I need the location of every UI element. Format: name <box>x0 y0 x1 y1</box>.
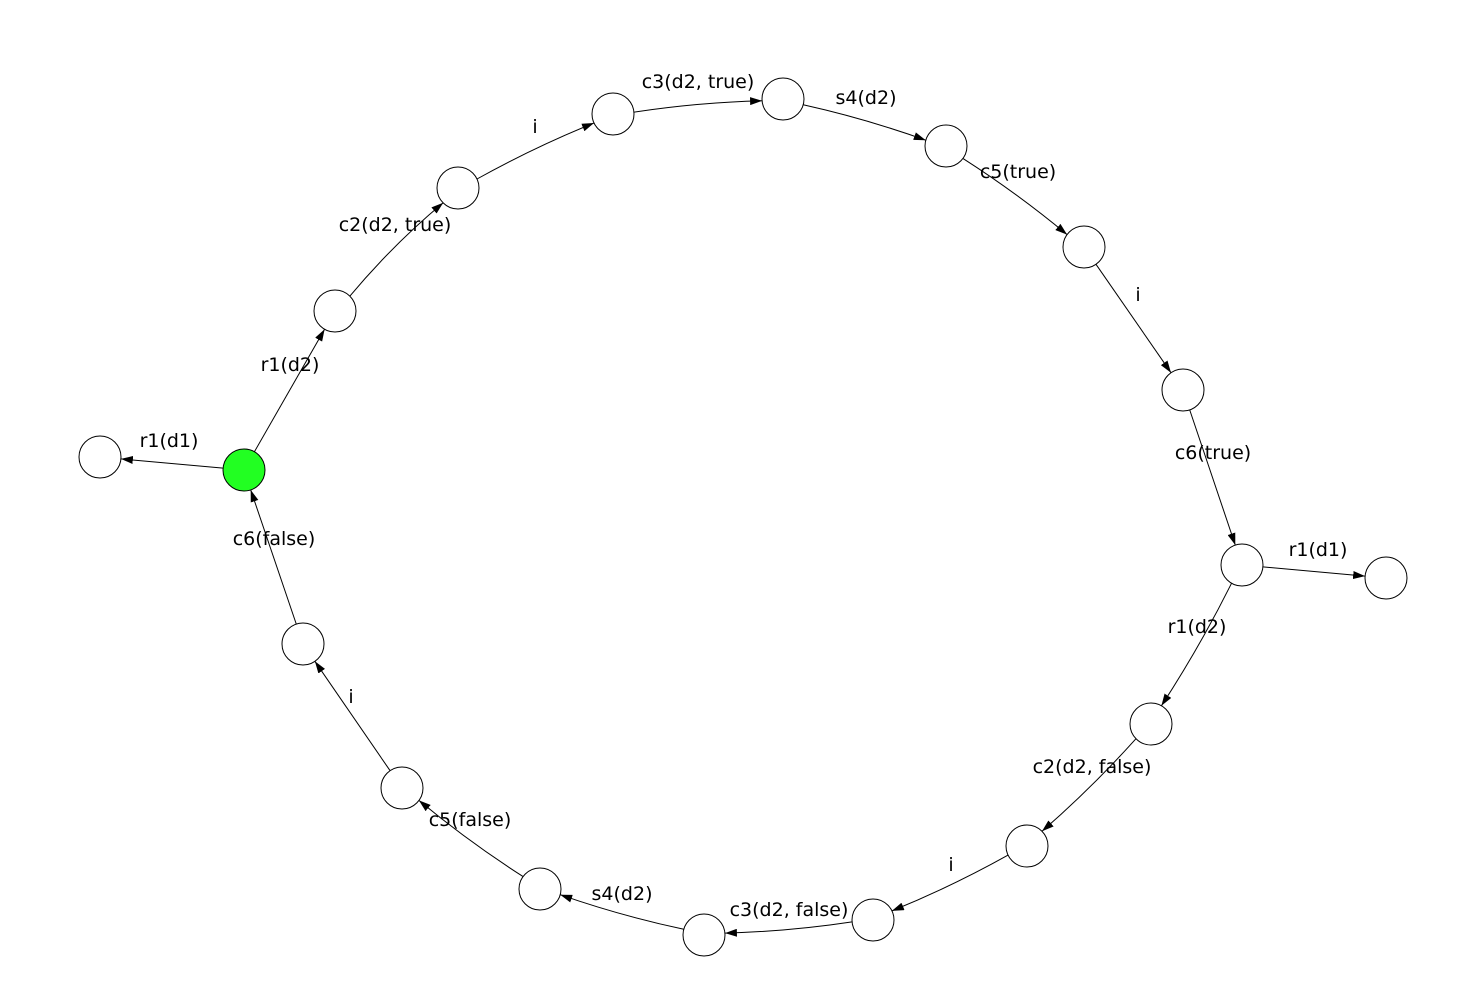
transition-edge-n5-n6 <box>803 104 926 141</box>
state-node[interactable] <box>1062 225 1106 269</box>
transition-edge-n6-n7 <box>962 157 1068 235</box>
transition-label: i <box>348 686 353 708</box>
transition-edge-n3-n4 <box>476 122 595 180</box>
state-node[interactable] <box>851 898 895 942</box>
transition-edge-n11-n12 <box>1041 738 1137 832</box>
state-node[interactable] <box>1161 368 1205 412</box>
transition-edge-n13-n14 <box>724 921 853 937</box>
transition-label: r1(d2) <box>1168 616 1227 638</box>
state-node[interactable] <box>924 124 968 168</box>
transition-edge-n2-n3 <box>349 202 444 297</box>
state-node[interactable] <box>380 766 424 810</box>
nodes-layer <box>78 77 1408 957</box>
transition-label: c3(d2, false) <box>730 899 849 921</box>
transition-edge-n9-n11 <box>1160 582 1233 707</box>
transition-label: r1(d1) <box>1289 539 1348 561</box>
transition-label: s4(d2) <box>592 883 653 905</box>
transition-label: r1(d1) <box>140 430 199 452</box>
state-node[interactable] <box>313 289 357 333</box>
state-node[interactable] <box>436 166 480 210</box>
transition-edge-n12-n13 <box>891 854 1009 912</box>
transition-label: c6(true) <box>1175 442 1251 464</box>
edges-layer <box>120 97 1366 937</box>
state-node[interactable] <box>1005 824 1049 868</box>
transition-label: r1(d2) <box>261 354 320 376</box>
transition-label: i <box>1135 284 1140 306</box>
transition-edge-n9-n10 <box>1262 566 1366 580</box>
transition-edge-n16-n17 <box>314 661 391 771</box>
state-node[interactable] <box>682 913 726 957</box>
transition-label: s4(d2) <box>836 87 897 109</box>
state-node[interactable] <box>1364 556 1408 600</box>
state-node[interactable] <box>78 435 122 479</box>
transition-label: c5(false) <box>429 809 512 831</box>
transition-label: i <box>948 854 953 876</box>
state-node[interactable] <box>1220 543 1264 587</box>
transition-label: i <box>532 116 537 138</box>
state-node[interactable] <box>761 77 805 121</box>
transition-edge-n7-n8 <box>1095 264 1172 373</box>
transition-edge-n0-n1 <box>120 455 224 469</box>
transition-edge-n8-n9 <box>1189 409 1236 546</box>
transition-edge-n17-n0 <box>250 489 297 625</box>
transition-edge-n4-n5 <box>633 97 763 113</box>
state-node[interactable] <box>518 867 562 911</box>
transition-label: c6(false) <box>233 528 316 550</box>
state-node[interactable] <box>281 622 325 666</box>
edge-labels-layer: r1(d1) r1(d2) c2(d2, true) i c3(d2, true) s4(… <box>140 71 1348 921</box>
state-node[interactable] <box>591 92 635 136</box>
transition-edge-n15-n16 <box>418 800 524 878</box>
transition-label: c2(d2, false) <box>1033 756 1152 778</box>
transition-edge-n14-n15 <box>560 894 684 930</box>
transition-label: c3(d2, true) <box>642 71 755 93</box>
state-node[interactable] <box>1129 702 1173 746</box>
transition-label: c5(true) <box>980 161 1056 183</box>
transition-label: c2(d2, true) <box>339 214 452 236</box>
transition-edge-n0-n2 <box>253 328 326 453</box>
initial-state-node[interactable] <box>222 448 266 492</box>
